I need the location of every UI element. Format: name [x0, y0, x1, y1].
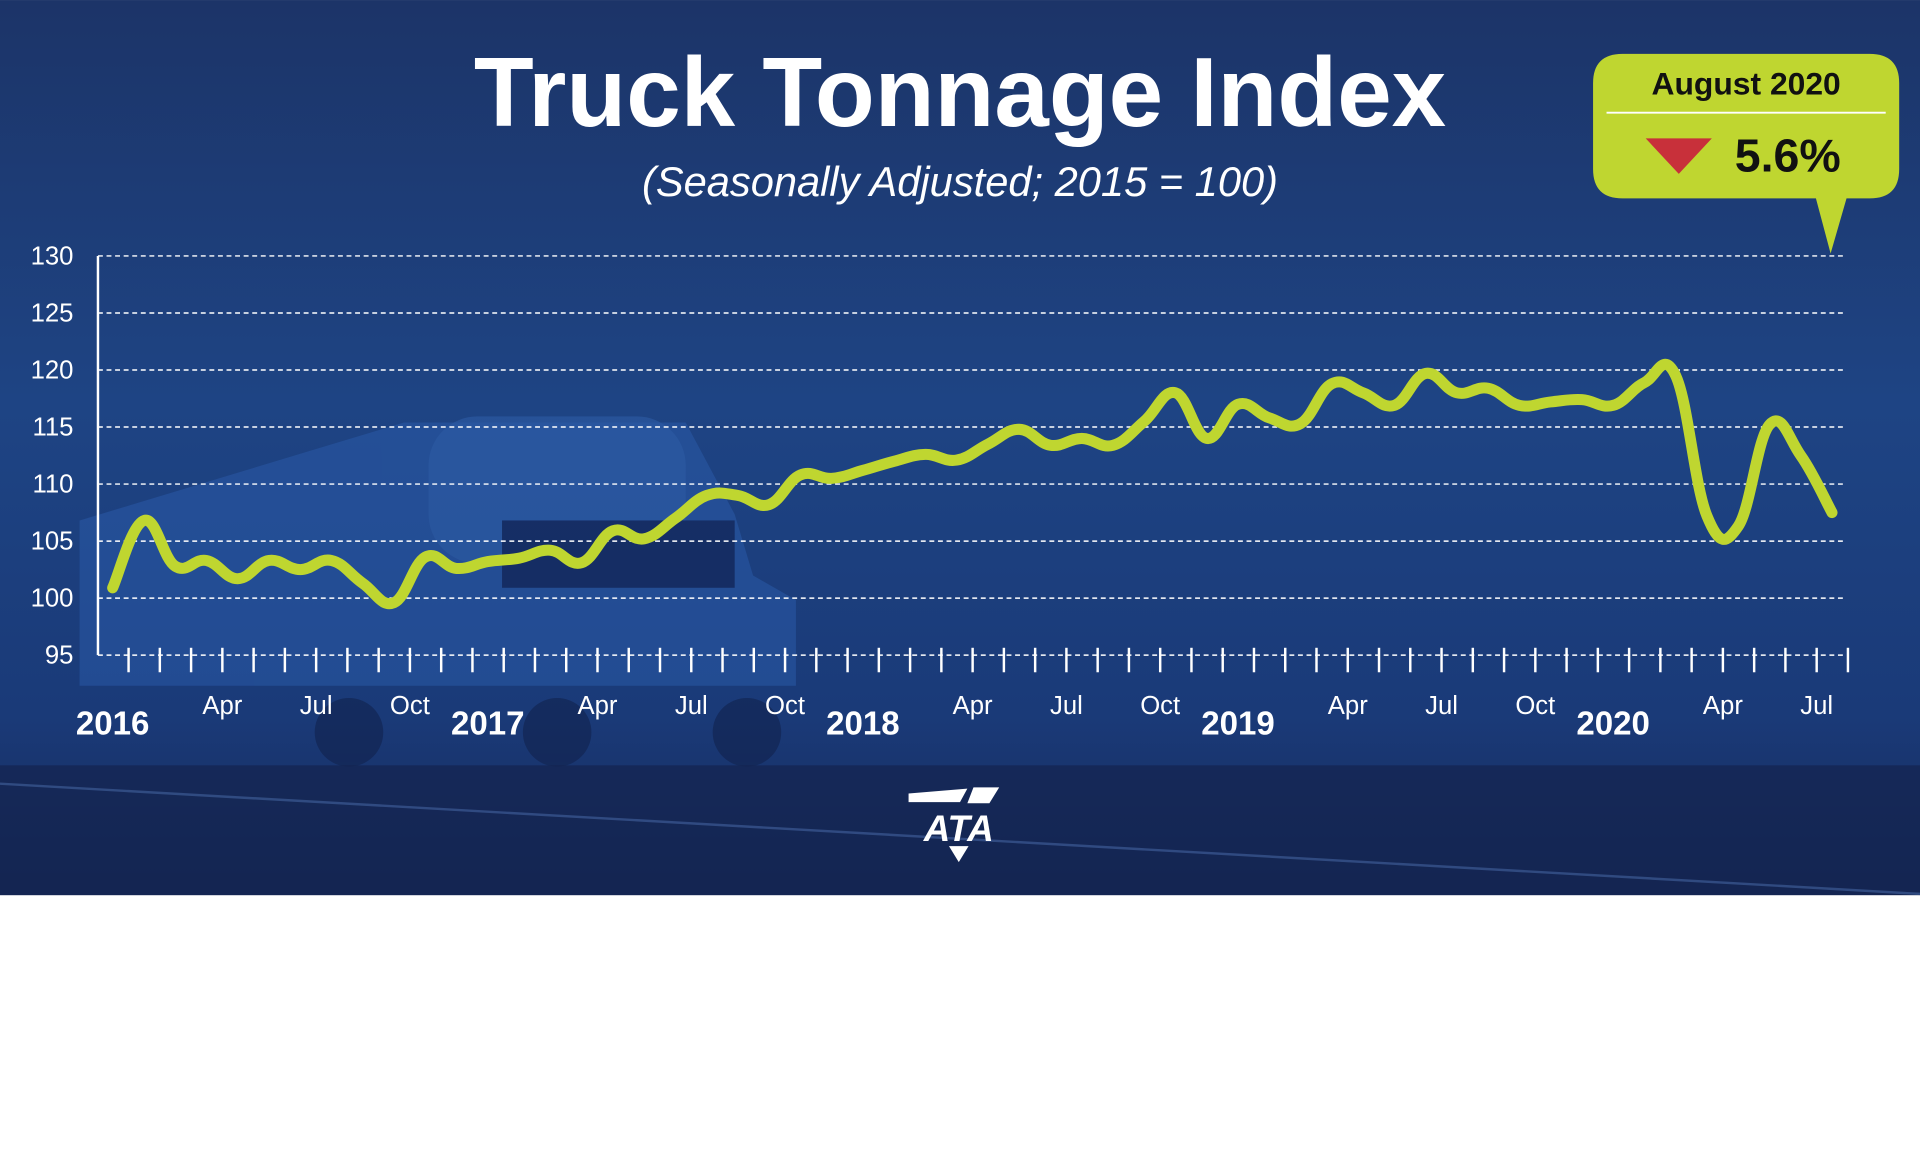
- y-tick-label: 110: [32, 471, 73, 499]
- y-tick-label: 95: [45, 642, 74, 670]
- x-month-label: Apr: [202, 692, 242, 720]
- road: [0, 765, 1920, 896]
- ata-logo: ATA: [908, 787, 1000, 863]
- y-tick-label: 130: [31, 243, 74, 271]
- x-axis: 2016 Apr Jul Oct 2017 Apr Jul Oct 2018 Apr Jul Oct 2…: [76, 647, 1850, 743]
- grid: [97, 255, 1847, 656]
- x-month-label: Apr: [953, 692, 993, 720]
- x-year-label: 2016: [76, 706, 150, 743]
- down-arrow-icon: [1645, 138, 1712, 174]
- x-month-label: Apr: [1703, 692, 1743, 720]
- x-month-label: Oct: [1515, 692, 1555, 720]
- x-month-label: Apr: [1328, 692, 1368, 720]
- x-month-label: Jul: [1800, 692, 1833, 720]
- x-month-label: Oct: [390, 692, 430, 720]
- callout-period: August 2020: [1651, 65, 1840, 101]
- svg-text:ATA: ATA: [923, 808, 994, 849]
- y-tick-label: 105: [31, 528, 74, 556]
- callout: August 2020 5.6%: [1593, 53, 1900, 254]
- y-tick-label: 115: [32, 414, 73, 442]
- y-tick-label: 100: [31, 585, 74, 613]
- x-year-label: 2018: [826, 706, 900, 743]
- x-month-label: Apr: [577, 692, 617, 720]
- x-month-label: Oct: [1140, 692, 1180, 720]
- x-month-label: Jul: [1425, 692, 1458, 720]
- x-month-label: Jul: [300, 692, 333, 720]
- callout-change: 5.6%: [1735, 129, 1841, 181]
- x-month-label: Oct: [765, 692, 805, 720]
- x-year-label: 2019: [1201, 706, 1275, 743]
- chart-subtitle: (Seasonally Adjusted; 2015 = 100): [642, 158, 1278, 205]
- callout-bubble: [1593, 53, 1900, 254]
- x-year-label: 2017: [451, 706, 525, 743]
- y-tick-label: 125: [31, 300, 74, 328]
- x-month-label: Jul: [1050, 692, 1083, 720]
- x-month-label: Jul: [675, 692, 708, 720]
- y-axis: 95 100 105 110 115 120 125 130: [31, 243, 100, 670]
- y-tick-label: 120: [31, 357, 74, 385]
- chart-title: Truck Tonnage Index: [474, 37, 1446, 147]
- x-year-label: 2020: [1576, 706, 1650, 743]
